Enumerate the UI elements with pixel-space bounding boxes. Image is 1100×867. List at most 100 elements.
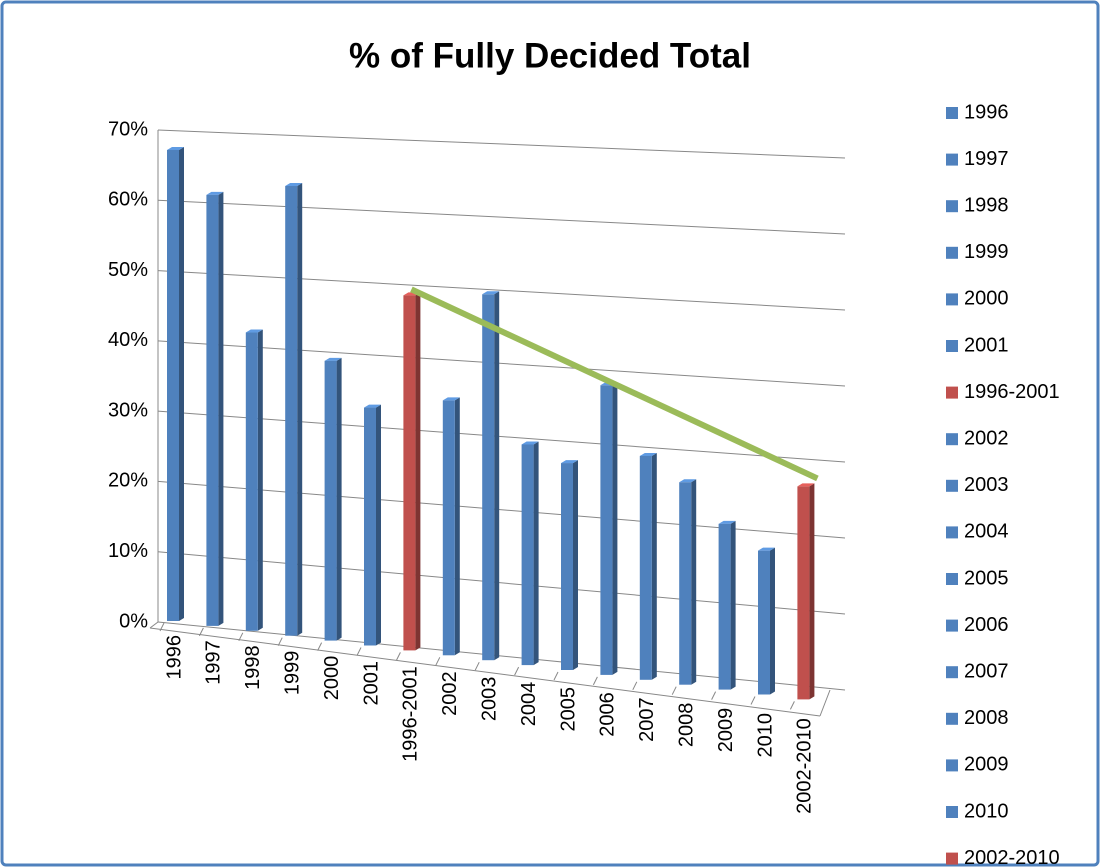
legend-label: 2003 (964, 474, 1009, 496)
x-tick (356, 647, 362, 656)
x-tick-label: 2001 (360, 661, 382, 706)
x-tick (789, 701, 795, 710)
legend-label: 2008 (964, 707, 1009, 729)
bar (600, 385, 613, 675)
legend-label: 1996-2001 (964, 381, 1060, 403)
x-tick-label: 2008 (675, 703, 697, 748)
x-tick-label: 2002-2010 (794, 718, 816, 814)
bar (324, 360, 337, 641)
x-tick-label: 2003 (478, 677, 500, 722)
bar (561, 463, 573, 670)
bar-top (758, 547, 775, 551)
x-tick-label: 1996 (163, 635, 185, 680)
y-tick-label: 50% (108, 259, 148, 281)
bar (718, 523, 731, 690)
bar-side (533, 441, 539, 666)
x-tick (317, 642, 323, 651)
y-tick-label: 30% (108, 399, 148, 421)
bar-side (730, 520, 736, 690)
axis-tick (149, 621, 159, 629)
bar (521, 444, 534, 666)
x-tick-label: 2006 (597, 692, 619, 737)
chart-title: % of Fully Decided Total (349, 36, 751, 75)
x-tick (435, 657, 441, 666)
bar-side (336, 357, 342, 641)
legend-swatch (946, 479, 958, 492)
legend-swatch (946, 573, 958, 585)
x-tick-label: 1996-2001 (400, 666, 422, 762)
bar-top (167, 146, 184, 150)
bar-top (206, 191, 224, 195)
legend-label: 2006 (964, 614, 1009, 636)
y-tick-label: 10% (108, 540, 148, 562)
bar-top (442, 397, 460, 401)
x-tick (277, 637, 283, 646)
floor-edge (149, 627, 821, 717)
bar-side (612, 382, 618, 675)
bar (639, 455, 652, 680)
legend-swatch (946, 666, 958, 679)
x-tick (159, 622, 165, 632)
x-tick (750, 696, 756, 705)
x-tick-label: 2004 (518, 682, 540, 727)
legend-swatch (946, 246, 958, 259)
bar-top (245, 329, 263, 333)
legend-label: 1996 (964, 101, 1009, 123)
x-tick-label: 2005 (557, 687, 579, 732)
y-tick-label: 70% (108, 118, 148, 140)
x-tick-label: 1998 (242, 645, 264, 690)
x-tick-label: 2007 (636, 697, 658, 742)
bar-side (809, 483, 815, 700)
x-tick-label: 1997 (203, 640, 225, 685)
x-tick-label: 1999 (281, 651, 303, 696)
grid-line (157, 410, 846, 463)
bar-side (770, 547, 775, 695)
legend-swatch (946, 852, 958, 865)
bar (758, 550, 770, 695)
legend-swatch (946, 107, 958, 119)
legend-swatch (946, 526, 958, 539)
bar-top (364, 404, 381, 408)
x-tick (632, 681, 638, 691)
x-tick (553, 671, 559, 681)
legend-swatch (946, 200, 958, 213)
y-tick-label: 20% (108, 470, 148, 492)
bar (403, 295, 416, 651)
bar (206, 194, 219, 626)
legend-label: 2000 (964, 288, 1009, 310)
x-tick (474, 661, 480, 671)
trend-line (410, 286, 819, 482)
legend-label: 2005 (964, 567, 1009, 589)
legend-label: 2009 (964, 754, 1009, 776)
legend-swatch (946, 153, 958, 166)
bar-side (691, 479, 697, 685)
bar-side (573, 460, 578, 670)
legend-swatch (946, 806, 958, 818)
x-tick-label: 2009 (715, 708, 737, 753)
grid-line (157, 129, 846, 159)
bar-side (494, 291, 500, 661)
bar (442, 400, 455, 656)
legend-label: 2001 (964, 334, 1009, 356)
bar-top (639, 452, 657, 456)
x-tick-label: 2000 (321, 656, 343, 701)
legend-label: 1998 (964, 194, 1009, 216)
legend-swatch (946, 293, 958, 306)
grid-line (157, 199, 846, 235)
x-tick (592, 676, 598, 686)
x-tick (238, 632, 244, 642)
bar-side (257, 329, 263, 631)
bar-top (679, 479, 697, 483)
bar-top (482, 291, 500, 295)
bar (364, 407, 376, 646)
legend-swatch (946, 386, 958, 399)
y-tick-label: 60% (108, 189, 148, 211)
legend-label: 1999 (964, 241, 1009, 263)
x-tick (671, 686, 677, 695)
bar (245, 332, 258, 631)
x-tick (711, 691, 717, 700)
legend-swatch (946, 340, 958, 352)
bar (167, 149, 179, 622)
bar-side (218, 191, 224, 626)
